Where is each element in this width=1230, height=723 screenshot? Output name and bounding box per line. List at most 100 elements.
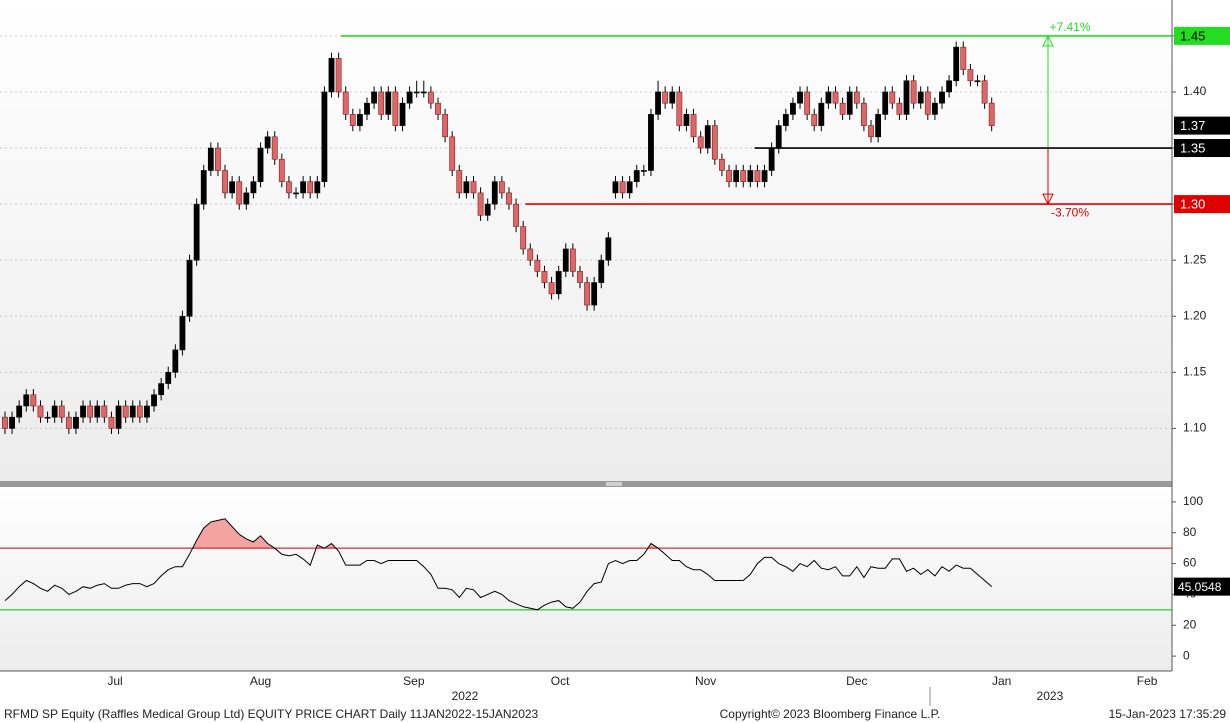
candle-body	[527, 248, 534, 261]
candle-body	[158, 383, 165, 396]
candle-body	[420, 91, 427, 94]
x-tick-label: Jul	[107, 674, 122, 688]
candle-body	[960, 46, 967, 70]
candle-body	[200, 170, 207, 205]
candle-body	[868, 125, 874, 138]
candle-body	[683, 114, 690, 126]
candle-body	[853, 91, 860, 104]
candle-body	[80, 405, 86, 418]
candle-body	[797, 91, 803, 104]
x-tick-label: Aug	[250, 674, 271, 688]
y-tick-label: 1.40	[1183, 84, 1207, 98]
x-tick-label: Dec	[846, 674, 867, 688]
candle-body	[974, 80, 981, 83]
candle-body	[988, 102, 995, 126]
candle-body	[534, 259, 541, 272]
candle-body	[662, 91, 669, 104]
candle-body	[442, 114, 448, 138]
footer-copyright: Copyright© 2023 Bloomberg Finance L.P.	[720, 707, 941, 721]
candle-body	[669, 91, 676, 104]
candle-body	[740, 170, 747, 182]
candle-body	[825, 91, 832, 104]
rsi-panel	[0, 487, 1172, 671]
candle-body	[506, 192, 512, 205]
candle-body	[129, 405, 136, 418]
candle-body	[882, 91, 889, 115]
candle-body	[846, 91, 853, 115]
candle-body	[207, 147, 214, 171]
candle-body	[108, 416, 115, 429]
candle-body	[136, 405, 143, 418]
candle-body	[349, 114, 356, 126]
y-tick-label: 1.10	[1183, 421, 1207, 435]
level-tag-box	[1174, 195, 1230, 214]
candle-body	[186, 259, 193, 317]
candle-body	[747, 170, 754, 182]
candle-body	[314, 181, 321, 194]
candle-body	[541, 271, 548, 283]
candle-body	[640, 170, 647, 172]
candle-body	[932, 102, 938, 115]
candle-body	[513, 203, 519, 227]
candle-body	[818, 102, 825, 126]
candle-body	[946, 80, 952, 93]
candle-body	[427, 91, 434, 104]
candle-body	[321, 91, 328, 182]
candle-body	[648, 114, 654, 171]
candle-body	[2, 416, 8, 429]
candle-body	[811, 114, 818, 126]
rsi-last-box	[1174, 577, 1230, 596]
candle-body	[775, 125, 782, 149]
candle-body	[896, 102, 903, 115]
candle-body	[619, 181, 626, 194]
footer-title: RFMD SP Equity (Raffles Medical Group Lt…	[4, 707, 539, 721]
candle-body	[839, 102, 846, 115]
candle-body	[73, 416, 79, 429]
arrow-head	[1042, 34, 1054, 47]
y-tick-label: 60	[1183, 556, 1197, 570]
price-panel	[0, 0, 1172, 481]
level-tag: 1.35	[1180, 140, 1205, 155]
candle-body	[335, 58, 342, 93]
candle-body	[910, 80, 917, 104]
panel-divider	[0, 481, 1172, 487]
level-tag-box	[1174, 139, 1230, 158]
candle-body	[385, 91, 392, 115]
y-tick-label: 1.25	[1183, 252, 1207, 266]
candle-body	[598, 259, 605, 283]
candle-body	[676, 91, 683, 126]
rsi-last-label: 45.0548	[1178, 580, 1222, 594]
candle-body	[470, 181, 477, 194]
candle-body	[655, 91, 661, 115]
candle-body	[58, 405, 65, 418]
candle-body	[406, 91, 413, 104]
candle-body	[44, 416, 51, 419]
level-tag-box	[1174, 26, 1230, 45]
candle-body	[456, 170, 463, 194]
candle-body	[463, 181, 470, 194]
candle-body	[591, 282, 598, 306]
candle-body	[790, 102, 796, 115]
candle-body	[357, 114, 363, 126]
year-label: 2022	[452, 689, 479, 703]
candle-body	[307, 181, 314, 194]
candle-body	[924, 91, 931, 115]
candle-body	[733, 170, 740, 182]
chart-layer: 1.10 1.15 1.20 1.25 1.30 1.35 1.40 1.45 Jul Aug Se…	[0, 20, 1230, 703]
y-tick-label: 1.15	[1183, 365, 1207, 379]
candle-body	[832, 91, 839, 104]
candle-body	[144, 405, 150, 418]
candle-body	[889, 91, 896, 104]
x-tick-label: Oct	[551, 674, 570, 688]
candle-body	[364, 102, 370, 115]
candle-body	[399, 102, 406, 126]
candle-body	[704, 125, 711, 149]
candle-body	[719, 158, 725, 171]
candle-body	[378, 91, 385, 115]
candle-body	[875, 114, 882, 138]
candle-body	[151, 394, 157, 407]
candle-body	[257, 147, 264, 182]
candle-body	[278, 158, 285, 182]
candle-body	[264, 136, 271, 149]
